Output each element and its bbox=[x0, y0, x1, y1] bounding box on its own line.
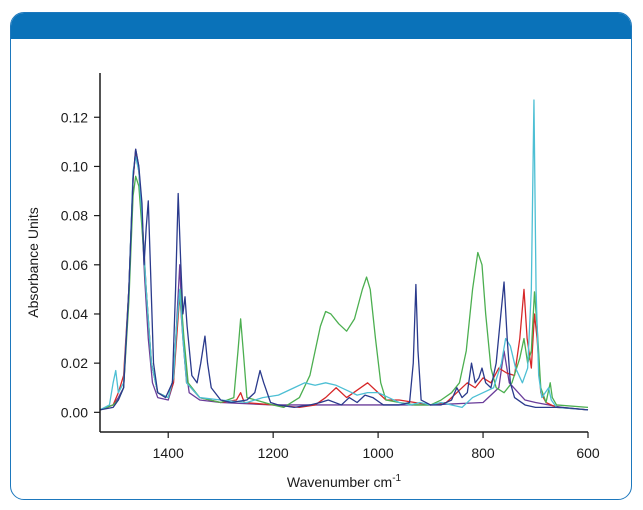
spectrum-line-4 bbox=[99, 99, 589, 411]
y-tick-label: 0.00 bbox=[61, 404, 88, 420]
plot-area bbox=[99, 99, 589, 411]
y-tick-label: 0.04 bbox=[61, 306, 88, 322]
header-bar bbox=[11, 13, 631, 39]
x-axis-title: Wavenumber cm-1 bbox=[287, 473, 402, 490]
y-axis-title: Absorbance Units bbox=[25, 207, 41, 318]
y-axis: 0.00 0.02 0.04 0.06 0.08 0.10 0.12 bbox=[61, 73, 101, 432]
y-tick-label: 0.12 bbox=[61, 109, 88, 125]
spectrum-line-5 bbox=[99, 148, 589, 411]
y-tick-label: 0.06 bbox=[61, 257, 88, 273]
x-axis-title-superscript: -1 bbox=[392, 473, 401, 484]
x-tick-label: 1200 bbox=[258, 445, 289, 461]
x-axis: 1400 1200 1000 800 600 bbox=[100, 431, 600, 461]
x-tick-label: 1000 bbox=[363, 445, 394, 461]
x-tick-label: 600 bbox=[576, 445, 600, 461]
y-tick-label: 0.08 bbox=[61, 208, 88, 224]
chart-frame bbox=[10, 12, 632, 500]
x-tick-label: 1400 bbox=[153, 445, 184, 461]
x-axis-title-text: Wavenumber cm bbox=[287, 474, 392, 490]
y-tick-label: 0.02 bbox=[61, 355, 88, 371]
y-tick-label: 0.10 bbox=[61, 158, 88, 174]
x-tick-label: 800 bbox=[471, 445, 495, 461]
